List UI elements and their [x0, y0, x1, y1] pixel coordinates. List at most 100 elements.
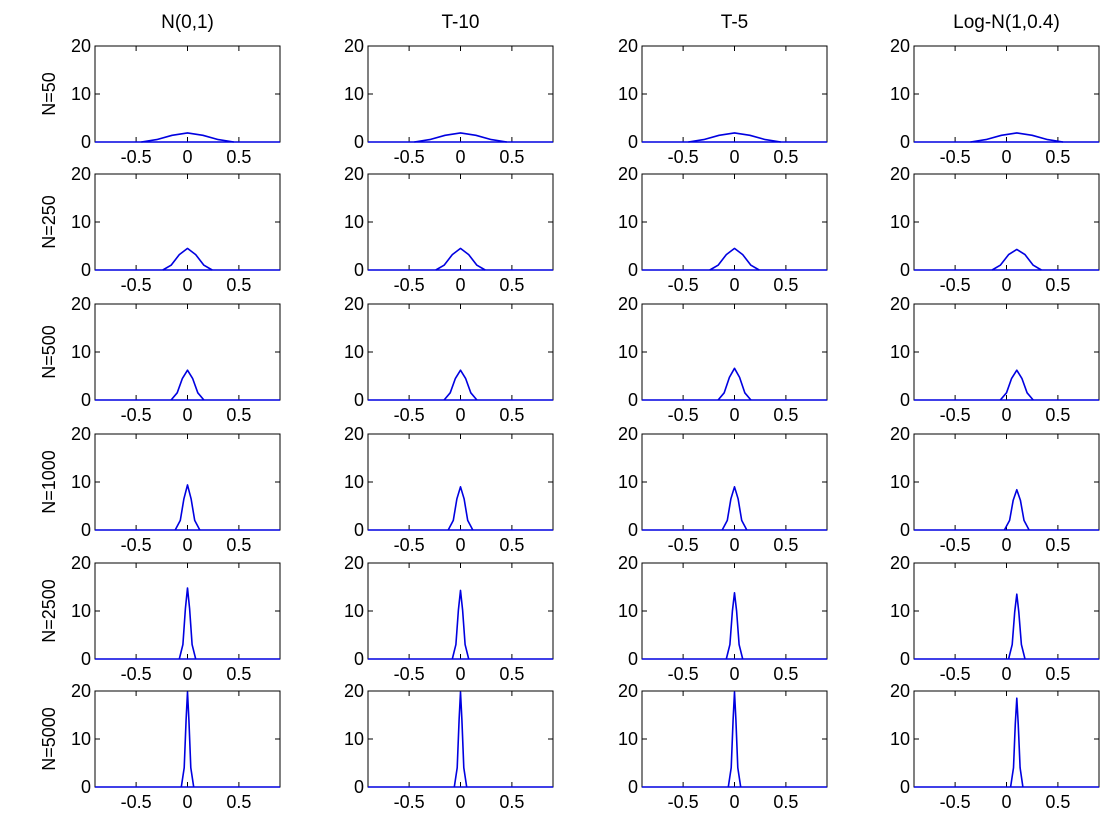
y-tick-label: 10	[618, 472, 638, 492]
density-line	[688, 132, 781, 143]
y-tick-label: 20	[618, 164, 638, 184]
density-line	[447, 485, 474, 531]
x-tick-label: 0.5	[1045, 792, 1070, 812]
column-title: N(0,1)	[161, 12, 214, 33]
y-tick-label: 20	[890, 424, 910, 444]
y-tick-label: 0	[354, 132, 364, 152]
y-tick-label: 0	[81, 260, 91, 280]
panel-0-1: 0 10 20 -0.5 0 0.5	[344, 36, 554, 167]
density-line	[435, 247, 486, 271]
panel-2-0: 0 10 20 -0.5 0 0.5	[71, 294, 281, 425]
panel-frame	[367, 173, 554, 271]
y-tick-label: 20	[344, 36, 364, 56]
x-tick-label: -0.5	[121, 147, 152, 167]
x-tick-label: 0.5	[499, 147, 524, 167]
y-tick-label: 0	[628, 260, 638, 280]
x-tick-label: 0.5	[773, 405, 798, 425]
density-line	[180, 691, 195, 788]
y-tick-label: 0	[628, 390, 638, 410]
x-tick-label: 0	[182, 275, 192, 295]
x-tick-label: -0.5	[940, 535, 971, 555]
y-tick-label: 0	[900, 777, 910, 797]
x-tick-label: -0.5	[940, 147, 971, 167]
y-tick-label: 0	[81, 777, 91, 797]
panel-frame	[913, 690, 1100, 788]
panel-frame	[94, 562, 281, 660]
density-line	[1009, 697, 1024, 788]
panel-2-3: 0 10 20 -0.5 0 0.5	[890, 294, 1100, 425]
row-label: N=500	[39, 325, 59, 379]
column-title: Log-N(1,0.4)	[953, 12, 1060, 33]
column-title: T-5	[721, 12, 748, 33]
x-tick-label: 0	[1001, 147, 1011, 167]
y-tick-label: 0	[900, 132, 910, 152]
x-tick-label: -0.5	[940, 792, 971, 812]
x-tick-label: -0.5	[668, 535, 699, 555]
density-line	[453, 691, 468, 788]
x-tick-label: -0.5	[394, 147, 425, 167]
panel-frame	[913, 45, 1100, 143]
y-tick-label: 20	[618, 36, 638, 56]
y-tick-label: 10	[344, 601, 364, 621]
panel-frame	[913, 433, 1100, 531]
x-tick-label: 0.5	[499, 405, 524, 425]
x-tick-label: 0	[455, 664, 465, 684]
density-line	[170, 369, 205, 401]
panel-frame	[367, 562, 554, 660]
x-tick-label: 0	[729, 275, 739, 295]
y-tick-label: 0	[900, 520, 910, 540]
y-tick-label: 10	[71, 212, 91, 232]
panel-frame	[913, 562, 1100, 660]
panel-frame	[913, 173, 1100, 271]
panel-frame	[641, 562, 828, 660]
x-tick-label: 0.5	[773, 147, 798, 167]
x-tick-label: 0.5	[226, 535, 251, 555]
y-tick-label: 20	[71, 553, 91, 573]
x-tick-label: -0.5	[668, 792, 699, 812]
y-tick-label: 10	[71, 729, 91, 749]
panel-frame	[641, 173, 828, 271]
y-tick-label: 20	[618, 424, 638, 444]
x-tick-label: 0.5	[773, 664, 798, 684]
row-label: N=50	[39, 72, 59, 116]
x-tick-label: -0.5	[394, 405, 425, 425]
density-line	[1003, 488, 1030, 531]
x-tick-label: 0.5	[499, 664, 524, 684]
x-tick-label: 0.5	[226, 405, 251, 425]
panel-3-3: 0 10 20 -0.5 0 0.5	[890, 424, 1100, 555]
x-tick-label: 0	[729, 664, 739, 684]
y-tick-label: 20	[344, 294, 364, 314]
density-line	[174, 484, 201, 531]
density-line	[727, 691, 742, 788]
x-tick-label: -0.5	[121, 664, 152, 684]
panel-4-1: 0 10 20 -0.5 0 0.5	[344, 553, 554, 684]
x-tick-label: 0	[1001, 275, 1011, 295]
y-tick-label: 10	[890, 472, 910, 492]
panel-frame	[367, 433, 554, 531]
x-tick-label: 0	[729, 405, 739, 425]
panel-frame	[913, 303, 1100, 401]
panel-5-0: 0 10 20 -0.5 0 0.5	[71, 681, 281, 812]
x-tick-label: 0.5	[1045, 664, 1070, 684]
x-tick-label: -0.5	[940, 664, 971, 684]
x-tick-label: -0.5	[394, 664, 425, 684]
panel-1-3: 0 10 20 -0.5 0 0.5	[890, 164, 1100, 295]
x-tick-label: 0	[182, 535, 192, 555]
x-tick-label: 0.5	[226, 664, 251, 684]
x-tick-label: 0	[182, 147, 192, 167]
y-tick-label: 0	[628, 132, 638, 152]
density-line	[162, 247, 213, 271]
y-tick-label: 20	[344, 164, 364, 184]
x-tick-label: -0.5	[121, 405, 152, 425]
y-tick-label: 10	[344, 729, 364, 749]
x-tick-label: 0.5	[1045, 405, 1070, 425]
x-tick-label: -0.5	[668, 275, 699, 295]
y-tick-label: 10	[890, 84, 910, 104]
y-tick-label: 0	[900, 649, 910, 669]
y-tick-label: 0	[628, 777, 638, 797]
density-line	[141, 132, 234, 143]
y-tick-label: 20	[890, 294, 910, 314]
y-tick-label: 20	[618, 294, 638, 314]
y-tick-label: 20	[890, 553, 910, 573]
